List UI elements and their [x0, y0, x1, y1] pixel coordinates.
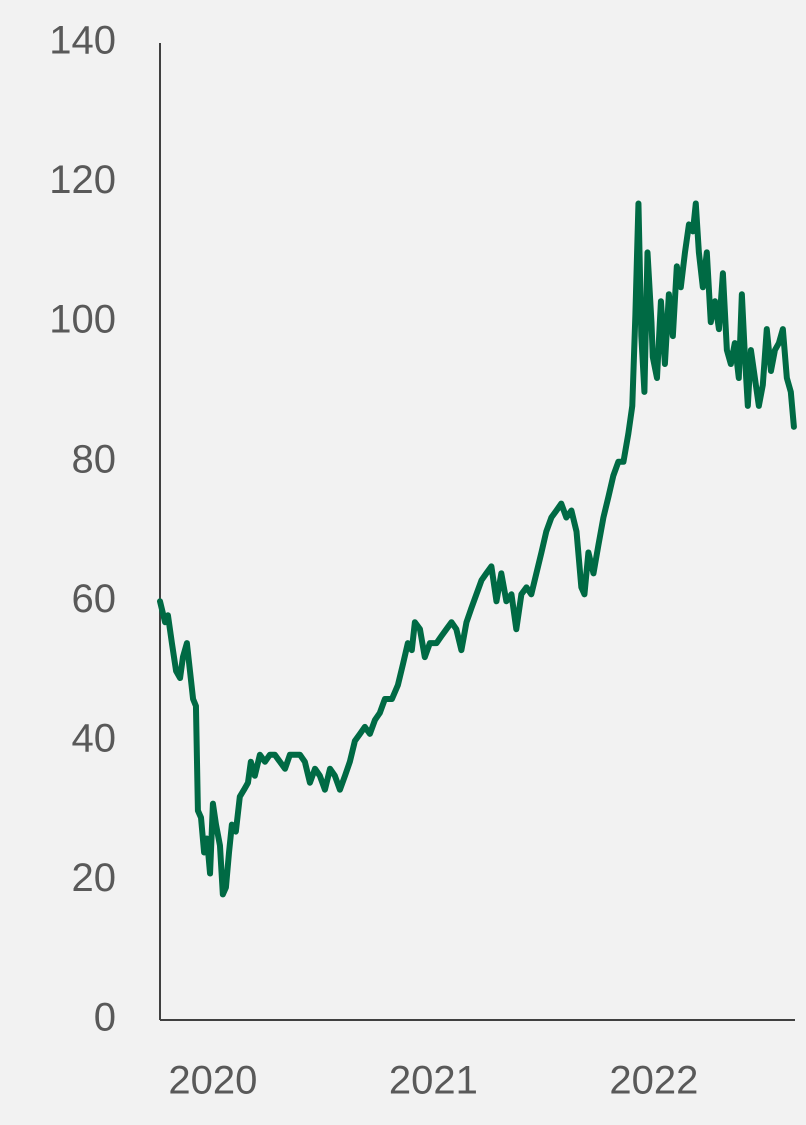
y-tick-label: 120: [49, 158, 116, 202]
y-tick-label: 40: [72, 716, 117, 760]
y-tick-label: 60: [72, 577, 117, 621]
y-tick-label: 140: [49, 19, 116, 63]
y-tick-label: 100: [49, 298, 116, 342]
x-tick-label: 2022: [609, 1059, 698, 1103]
x-tick-label: 2020: [168, 1059, 257, 1103]
y-tick-label: 80: [72, 437, 117, 481]
y-tick-label: 0: [94, 996, 116, 1040]
x-tick-label: 2021: [389, 1059, 478, 1103]
y-tick-label: 20: [72, 856, 117, 900]
price-line: [157, 200, 797, 898]
